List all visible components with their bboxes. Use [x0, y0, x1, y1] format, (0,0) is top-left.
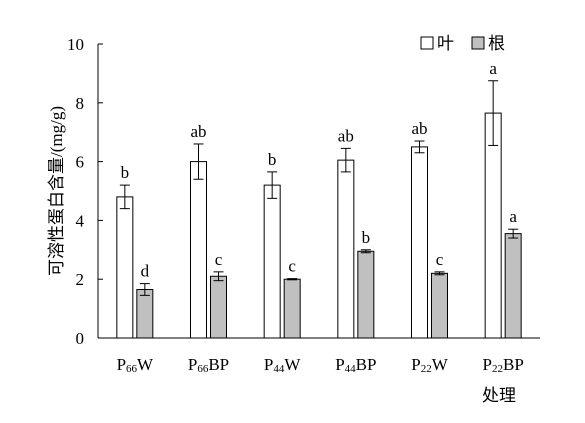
legend-swatch-root [471, 36, 485, 50]
y-tick-label: 6 [76, 153, 85, 172]
bar-root [431, 272, 448, 339]
y-tick-label: 8 [76, 94, 85, 113]
significance-letter: b [121, 163, 130, 182]
legend: 叶根 [420, 34, 505, 53]
significance-letter: ab [190, 122, 206, 141]
legend-swatch-leaf [420, 36, 434, 50]
significance-letter: c [436, 250, 444, 269]
bar-root [504, 233, 522, 339]
bar-root [357, 250, 375, 339]
significance-letter: a [489, 59, 497, 78]
y-tick-label: 10 [67, 35, 84, 54]
y-axis-label: 可溶性蛋白含量/(mg/g) [47, 106, 66, 276]
bar-leaf [263, 184, 281, 339]
y-tick-label: 4 [76, 211, 85, 230]
significance-letter: ab [411, 119, 427, 138]
x-tick-label: P44W [264, 355, 301, 375]
x-tick-label: P66W [117, 355, 154, 375]
bar-leaf [116, 196, 134, 339]
labels: 0 2 4 6 8 10 可溶性蛋白含量/(mg/g) b ab b ab ab a d c c b c a P66W… [47, 35, 524, 405]
x-tick-label: P22BP [483, 355, 524, 375]
x-tick-label: P66BP [188, 355, 229, 375]
significance-letter: b [362, 228, 371, 247]
x-tick-label: P44BP [335, 355, 376, 375]
bar-root [283, 278, 301, 339]
significance-letter: b [268, 150, 277, 169]
bars [116, 80, 522, 339]
bar-root [136, 288, 154, 339]
axes [97, 43, 540, 339]
significance-letter: a [509, 207, 517, 226]
x-axis-label: 处理 [482, 386, 516, 405]
x-tick-label: P22W [411, 355, 448, 375]
bar-root [210, 275, 227, 339]
legend-label-leaf: 叶 [437, 34, 454, 53]
bar-leaf [337, 159, 355, 339]
significance-letter: c [215, 250, 223, 269]
legend-label-root: 根 [488, 34, 505, 53]
significance-letter: c [288, 257, 296, 276]
significance-letter: ab [338, 126, 354, 145]
bar-leaf [190, 161, 207, 339]
y-tick-label: 0 [76, 329, 85, 348]
y-tick-label: 2 [76, 270, 85, 289]
bar-leaf [411, 146, 428, 339]
bar-leaf [484, 112, 502, 339]
significance-letter: d [141, 262, 150, 281]
